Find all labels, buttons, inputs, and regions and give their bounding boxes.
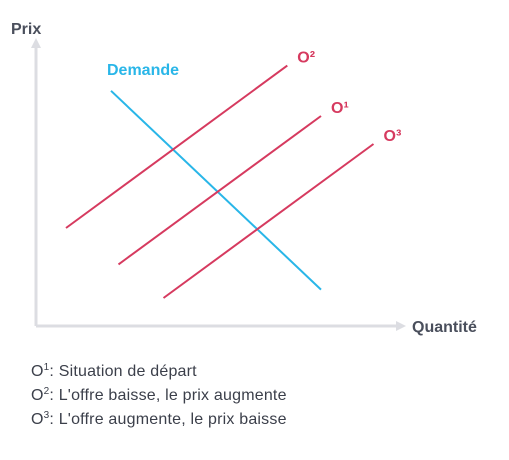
series-label-1: O² xyxy=(297,50,315,67)
series-label-3: O³ xyxy=(384,128,402,145)
legend-sup: 1 xyxy=(43,362,50,373)
legend-item-o3: O3: L'offre augmente, le prix baisse xyxy=(31,404,287,428)
legend-tag: O xyxy=(31,387,44,404)
legend-item-o2: O2: L'offre baisse, le prix augmente xyxy=(31,380,287,404)
legend-tag: O xyxy=(31,363,44,380)
legend: O1: Situation de départ O2: L'offre bais… xyxy=(31,356,287,428)
supply-demand-chart: Prix Quantité Demande O² O¹ O³ xyxy=(11,21,477,336)
x-axis-label: Quantité xyxy=(412,319,477,336)
legend-sup: 2 xyxy=(43,386,50,397)
legend-text: : Situation de départ xyxy=(49,363,197,380)
y-axis-arrow xyxy=(31,38,41,48)
legend-item-o1: O1: Situation de départ xyxy=(31,356,287,380)
legend-tag: O xyxy=(31,411,44,428)
series-label-0: Demande xyxy=(107,62,179,79)
x-axis-arrow xyxy=(396,321,406,331)
legend-text: : L'offre augmente, le prix baisse xyxy=(49,411,287,428)
legend-sup: 3 xyxy=(43,410,50,421)
series-layer: Demande O² O¹ O³ xyxy=(65,50,402,299)
series-line-2 xyxy=(117,115,322,266)
series-line-3 xyxy=(162,143,375,299)
series-label-2: O¹ xyxy=(331,100,349,117)
legend-text: : L'offre baisse, le prix augmente xyxy=(49,387,287,404)
axes: Prix Quantité xyxy=(11,21,477,336)
series-line-1 xyxy=(65,64,288,229)
y-axis-label: Prix xyxy=(11,21,41,38)
series-line-0 xyxy=(110,90,322,291)
